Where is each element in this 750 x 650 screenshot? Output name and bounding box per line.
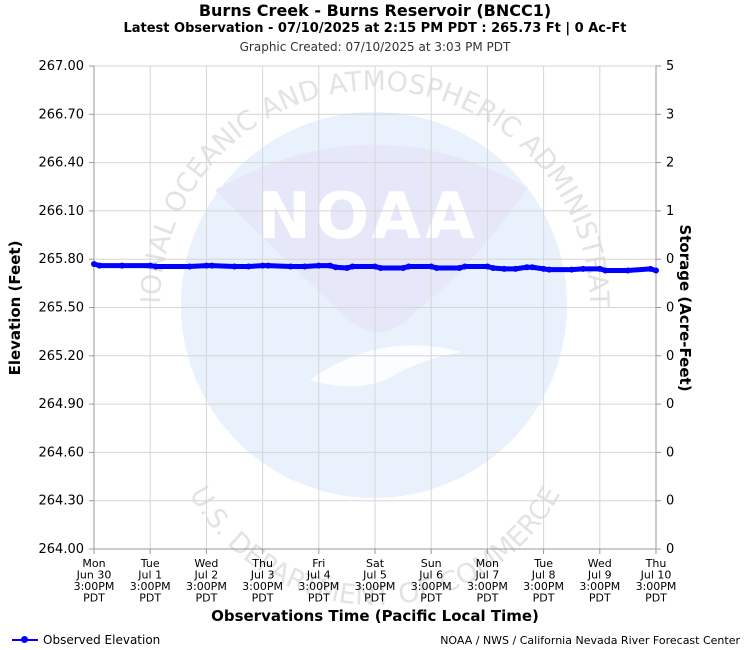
x-tick-label: Thu Jul 3 3:00PM PDT: [242, 557, 283, 605]
observed-elevation-point: [653, 267, 659, 274]
x-tick-label: Mon Jul 7 3:00PM PDT: [467, 557, 508, 605]
observed-elevation-point: [343, 265, 350, 272]
observed-elevation-point: [349, 263, 356, 270]
y-tick-label: 266.40: [39, 156, 85, 171]
observed-elevation-point: [231, 263, 238, 270]
observed-elevation-point: [287, 263, 294, 270]
observed-elevation-point: [405, 263, 412, 270]
series-layer: [91, 261, 659, 274]
y2-axis-label: Storage (Acre-Feet): [676, 224, 694, 391]
y2-tick-label: 0: [666, 301, 674, 316]
observed-elevation-point: [332, 264, 339, 271]
observed-elevation-point: [209, 262, 216, 269]
y2-tick-label: 2: [666, 156, 674, 171]
observed-elevation-point: [523, 264, 530, 271]
y2-axis-ticks: 0 0 0 0 0 0 0 1 2 3 5: [656, 59, 674, 557]
y2-tick-label: 0: [666, 349, 674, 364]
chart-subtitle: Latest Observation - 07/10/2025 at 2:15 …: [123, 21, 627, 36]
observed-elevation-point: [490, 265, 497, 272]
x-tick-label: Wed Jul 9 3:00PM PDT: [579, 557, 620, 605]
observed-elevation-point: [456, 265, 463, 272]
observed-elevation-point: [512, 265, 519, 272]
observed-elevation-point: [265, 262, 272, 269]
observed-elevation-point: [400, 265, 407, 272]
x-tick-label: Thu Jul 10 3:00PM PDT: [636, 557, 677, 605]
graphic-created-timestamp: Graphic Created: 07/10/2025 at 3:03 PM P…: [239, 40, 511, 54]
observed-elevation-point: [377, 265, 384, 272]
x-tick-label: Fri Jul 4 3:00PM PDT: [298, 557, 339, 605]
y2-tick-label: 1: [666, 204, 674, 219]
observed-elevation-point: [152, 263, 159, 270]
x-axis-label: Observations Time (Pacific Local Time): [211, 607, 539, 625]
observed-elevation-point: [91, 261, 97, 268]
x-tick-label: Mon Jun 30 3:00PM PDT: [74, 557, 115, 605]
gridlines: [93, 65, 657, 550]
observed-elevation-point: [186, 263, 193, 270]
y2-tick-label: 5: [666, 59, 674, 74]
y-tick-label: 265.50: [39, 301, 85, 316]
observed-elevation-point: [372, 263, 378, 270]
legend: Observed Elevation: [12, 633, 160, 647]
x-axis-ticks: Mon Jun 30 3:00PM PDT Tue Jul 1 3:00PM PDT Wed Ju…: [74, 549, 677, 605]
noaa-logo-text: NOAA: [257, 180, 478, 254]
observed-elevation-point: [461, 263, 468, 270]
x-tick-label: Sat Jul 5 3:00PM PDT: [355, 557, 396, 605]
y2-tick-label: 0: [666, 542, 674, 557]
observed-elevation-point: [529, 264, 536, 271]
observed-elevation-point: [315, 262, 322, 269]
credit-text: NOAA / NWS / California Nevada River For…: [440, 634, 740, 647]
observed-elevation-point: [484, 263, 491, 270]
observed-elevation-point: [301, 263, 308, 270]
observed-elevation-point: [579, 265, 586, 272]
y-tick-label: 264.90: [39, 397, 85, 412]
chart-title: Burns Creek - Burns Reservoir (BNCC1): [198, 1, 552, 20]
observed-elevation-point: [596, 265, 603, 272]
y2-tick-label: 3: [666, 107, 674, 122]
y-tick-label: 265.80: [39, 252, 85, 267]
y-tick-label: 265.20: [39, 349, 85, 364]
y-tick-label: 267.00: [39, 59, 85, 74]
observed-elevation-point: [624, 267, 631, 274]
observed-elevation-point: [203, 262, 210, 269]
x-tick-label: Wed Jul 2 3:00PM PDT: [186, 557, 227, 605]
y2-tick-label: 0: [666, 252, 674, 267]
y-tick-label: 264.60: [39, 445, 85, 460]
y-tick-label: 266.10: [39, 204, 85, 219]
observed-elevation-point: [433, 265, 440, 272]
observed-elevation-point: [546, 266, 553, 273]
observed-elevation-point: [568, 266, 575, 273]
y-tick-label: 266.70: [39, 107, 85, 122]
observed-elevation-point: [501, 265, 508, 272]
observed-elevation-point: [327, 262, 334, 269]
noaa-watermark: NOAA NATIONAL OCEANIC AND ATMOSPHERIC AD…: [0, 0, 614, 612]
y2-tick-label: 0: [666, 397, 674, 412]
observed-elevation-point: [647, 265, 654, 272]
y2-tick-label: 0: [666, 445, 674, 460]
observed-elevation-point: [245, 263, 252, 270]
observed-elevation-point: [259, 262, 266, 269]
observed-elevation-point: [540, 265, 547, 272]
y2-tick-label: 0: [666, 494, 674, 509]
y-axis-ticks: 264.00 264.30 264.60 264.90 265.20 265.50 265.…: [39, 59, 94, 557]
observed-elevation-point: [119, 262, 126, 269]
y-tick-label: 264.30: [39, 494, 85, 509]
x-tick-label: Tue Jul 1 3:00PM PDT: [130, 557, 171, 605]
x-tick-label: Sun Jul 6 3:00PM PDT: [411, 557, 452, 605]
x-tick-label: Tue Jul 8 3:00PM PDT: [523, 557, 564, 605]
observed-elevation-point: [428, 263, 435, 270]
legend-line-marker-icon: [12, 634, 38, 646]
y-axis-label: Elevation (Feet): [6, 241, 24, 376]
legend-label: Observed Elevation: [43, 633, 161, 647]
observed-elevation-point: [147, 262, 154, 269]
observed-elevation-point: [602, 267, 609, 274]
observed-elevation-point: [96, 262, 103, 269]
y-tick-label: 264.00: [39, 542, 85, 557]
